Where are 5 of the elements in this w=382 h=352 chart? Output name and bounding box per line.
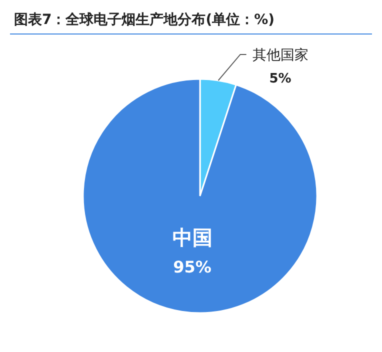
data-label: 95% bbox=[173, 258, 212, 277]
slice-label: 其他国家 bbox=[252, 47, 308, 64]
chart-title: 图表7：全球电子烟生产地分布(单位：%) bbox=[14, 11, 275, 28]
slice-label: 中国 bbox=[172, 226, 212, 250]
data-label: 5% bbox=[269, 71, 292, 86]
